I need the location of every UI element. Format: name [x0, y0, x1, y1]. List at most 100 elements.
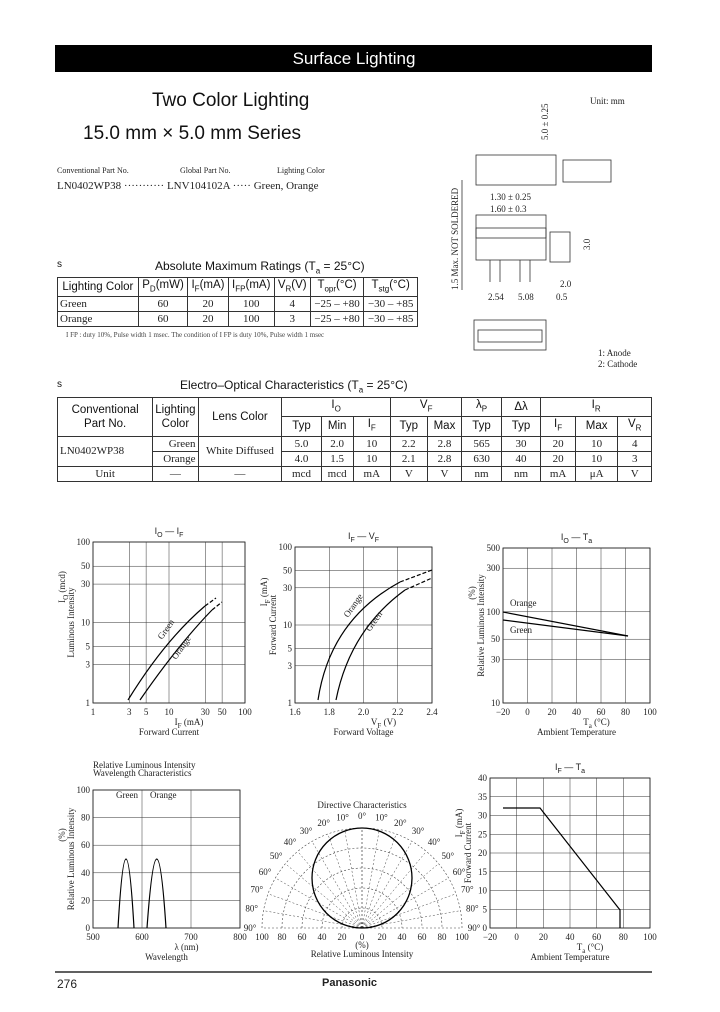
text-part: T: [371, 279, 379, 291]
cell: nm: [500, 465, 542, 482]
header-cell: Min: [320, 416, 354, 437]
text-part: (°C): [389, 279, 410, 291]
curve: [502, 619, 629, 637]
polar-ring: [321, 887, 403, 929]
curve: [117, 858, 135, 929]
marker: s: [57, 379, 62, 390]
header-cell: Typ: [281, 416, 322, 437]
angle-label: 40°: [284, 837, 297, 847]
radial-label: 100: [255, 932, 269, 942]
curve-label: Orange: [150, 790, 177, 800]
header-row: Lighting Color PD(mW) IF(mA) IFP(mA) VR(V) To…: [57, 276, 418, 298]
x-tick-label: 80: [619, 932, 629, 942]
cell: Green: [57, 296, 139, 313]
text-part: I: [561, 532, 564, 542]
x-name: Wavelength: [145, 952, 188, 962]
subscript: O: [334, 404, 341, 414]
text-part: λ (nm): [174, 942, 198, 952]
curve-label: Green: [116, 790, 138, 800]
angle-label: 10°: [375, 813, 388, 823]
y-tick-label: 80: [81, 813, 91, 823]
subscript: F: [377, 722, 381, 730]
header-cell: IFP(mA): [227, 276, 275, 298]
y-name: Forward Current: [463, 822, 473, 883]
header-row: Typ Min IF Typ Max Typ Typ IF Max VR: [58, 416, 652, 437]
subscript: P: [481, 404, 488, 414]
y-tick-label: 0: [86, 923, 91, 933]
y-label: IO (mcd): [57, 571, 70, 603]
text-part: I: [175, 717, 178, 727]
text-part: = 25°C): [363, 378, 408, 392]
y-tick-label: 0: [483, 923, 488, 933]
subscript: R: [635, 423, 642, 433]
x-tick-label: 2.4: [426, 707, 438, 717]
x-tick-label: 100: [643, 707, 657, 717]
curve: [502, 611, 629, 637]
x-tick-label: 20: [548, 707, 558, 717]
radial-label: 80: [278, 932, 288, 942]
polar-spoke: [311, 841, 363, 929]
curve: [211, 601, 223, 611]
cell: 40: [500, 450, 542, 467]
curve: [317, 581, 401, 701]
x-tick-label: 2.0: [358, 707, 370, 717]
header-cell: Max: [574, 416, 619, 437]
subscript: F: [557, 423, 563, 433]
package-label: 2.54: [488, 292, 504, 302]
cell: 10: [574, 450, 619, 467]
y-tick-label: 50: [283, 565, 293, 575]
x-label: (%): [355, 940, 369, 950]
text-part: Typ: [399, 420, 419, 433]
y-tick-label: 30: [283, 583, 293, 593]
y-tick-label: 50: [491, 634, 501, 644]
header-cell: Tstg(°C): [363, 276, 418, 298]
radial-label: 60: [298, 932, 308, 942]
curve: [204, 597, 217, 607]
x-tick-label: 700: [184, 932, 198, 942]
graph-title: Directive Characteristics: [317, 800, 407, 810]
text-part: Typ: [511, 420, 531, 433]
cell: 10: [574, 435, 619, 452]
text-part: I: [348, 531, 351, 541]
y-tick-label: 1: [288, 698, 293, 708]
text-part: V: [627, 418, 636, 431]
text-part: = 25°C): [320, 259, 365, 273]
x-tick-label: 5: [144, 707, 149, 717]
text-part: Δλ: [514, 401, 528, 414]
part-label: Lighting Color: [277, 166, 325, 175]
text-part: (mA): [182, 717, 204, 727]
header-row: Conventional Part No. Lighting Color Lens …: [56, 396, 652, 437]
text-part: V: [419, 399, 428, 411]
subscript: a: [588, 538, 592, 545]
subscript: F: [427, 404, 433, 414]
x-tick-label: 0: [514, 932, 519, 942]
y-label: (%): [57, 828, 67, 842]
x-tick-label: 60: [592, 932, 602, 942]
x-tick-label: 1.8: [324, 707, 336, 717]
radial-label: 80: [438, 932, 448, 942]
header-cell: Typ: [500, 416, 542, 437]
row: Green 60 20 100 4 −25 – +80 −30 – +85: [57, 296, 418, 313]
cell: Orange: [57, 311, 139, 328]
text-part: Max: [433, 420, 456, 433]
text-part: I: [591, 399, 595, 411]
header-cell: IF(mA): [187, 276, 229, 298]
cell: 3: [617, 450, 652, 467]
polar-spoke: [361, 893, 457, 929]
radial-label: 20: [378, 932, 388, 942]
x-tick-label: 600: [135, 932, 149, 942]
header-cell: Lighting Color: [57, 276, 139, 298]
radial-label: 60: [418, 932, 428, 942]
y-tick-label: 1: [86, 698, 91, 708]
cell: 100: [227, 311, 275, 328]
package-label: 1.30 ± 0.25: [490, 192, 531, 202]
subscript: a: [589, 722, 593, 730]
cell: 1.5: [320, 450, 354, 467]
subscript: stg: [378, 284, 390, 294]
series: 15.0 mm × 5.0 mm Series: [83, 123, 301, 144]
section-bar: [55, 45, 652, 72]
x-name: Ambient Temperature: [531, 952, 610, 962]
polar-spoke: [361, 851, 427, 929]
text-part: (V): [381, 717, 396, 727]
polar-spoke: [361, 829, 380, 929]
